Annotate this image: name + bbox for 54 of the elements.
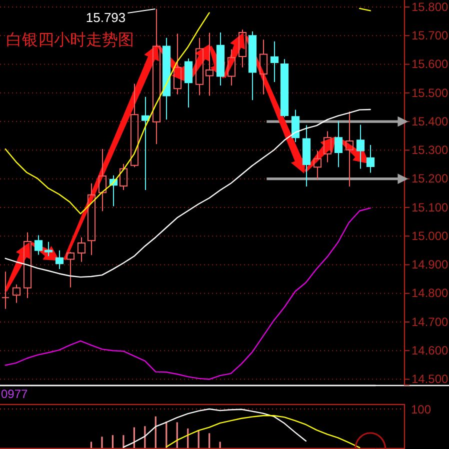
candlestick <box>270 40 279 83</box>
candlestick <box>98 148 107 212</box>
y-tick-label: 15.300 <box>412 143 449 158</box>
candlestick <box>1 271 10 310</box>
text: 0977 <box>1 387 28 401</box>
candlestick <box>334 120 343 168</box>
candlestick <box>119 163 128 190</box>
y-tick-label: 15.700 <box>412 28 449 42</box>
y-tick-label: 14.700 <box>412 314 449 329</box>
line-series <box>4 207 371 380</box>
y-tick-label: 15.500 <box>412 86 449 100</box>
candlestick <box>23 232 32 298</box>
candlestick <box>323 130 332 163</box>
y-tick-label: 15.200 <box>412 172 449 186</box>
candlestick <box>12 284 21 304</box>
candlestick <box>259 39 268 95</box>
candlestick <box>55 250 64 270</box>
candlestick <box>77 236 86 262</box>
candlestick <box>34 234 43 256</box>
candlestick <box>313 150 322 180</box>
candlestick <box>44 241 53 257</box>
candlestick <box>302 124 311 188</box>
candlestick <box>141 96 150 190</box>
y-tick-label: 14.500 <box>412 372 449 386</box>
candlestick <box>356 124 365 170</box>
y-tick-label: 15.600 <box>412 57 449 72</box>
y-tick-label: 15.800 <box>412 0 449 14</box>
y-tick-label: 14.900 <box>412 258 449 272</box>
line-series <box>4 108 371 278</box>
candlestick <box>280 58 289 118</box>
y-tick-label: 14.600 <box>412 343 449 358</box>
text: 100 <box>411 402 432 416</box>
candlestick <box>173 33 182 95</box>
candlestick <box>162 37 171 120</box>
y-tick-label: 15.400 <box>412 114 449 128</box>
candlestick <box>152 8 161 145</box>
annotation: 15.793 <box>86 10 126 26</box>
candlestick <box>195 37 204 96</box>
y-tick-label: 14.800 <box>412 286 449 300</box>
candlestick <box>130 83 139 168</box>
candlestick <box>87 182 96 256</box>
candlestick <box>291 109 300 143</box>
candlestick <box>205 32 214 96</box>
y-tick-label: 15.100 <box>412 200 449 214</box>
candlestick <box>248 30 257 101</box>
candlestick <box>238 29 247 68</box>
y-tick-label: 15.000 <box>412 228 449 243</box>
candlestick <box>216 32 225 86</box>
candlestick <box>184 58 193 108</box>
text: 白银四小时走势图 <box>6 30 134 49</box>
candlestick <box>227 48 236 86</box>
candlestick <box>66 251 75 288</box>
candlestick <box>345 111 354 188</box>
candlestick <box>366 144 375 174</box>
